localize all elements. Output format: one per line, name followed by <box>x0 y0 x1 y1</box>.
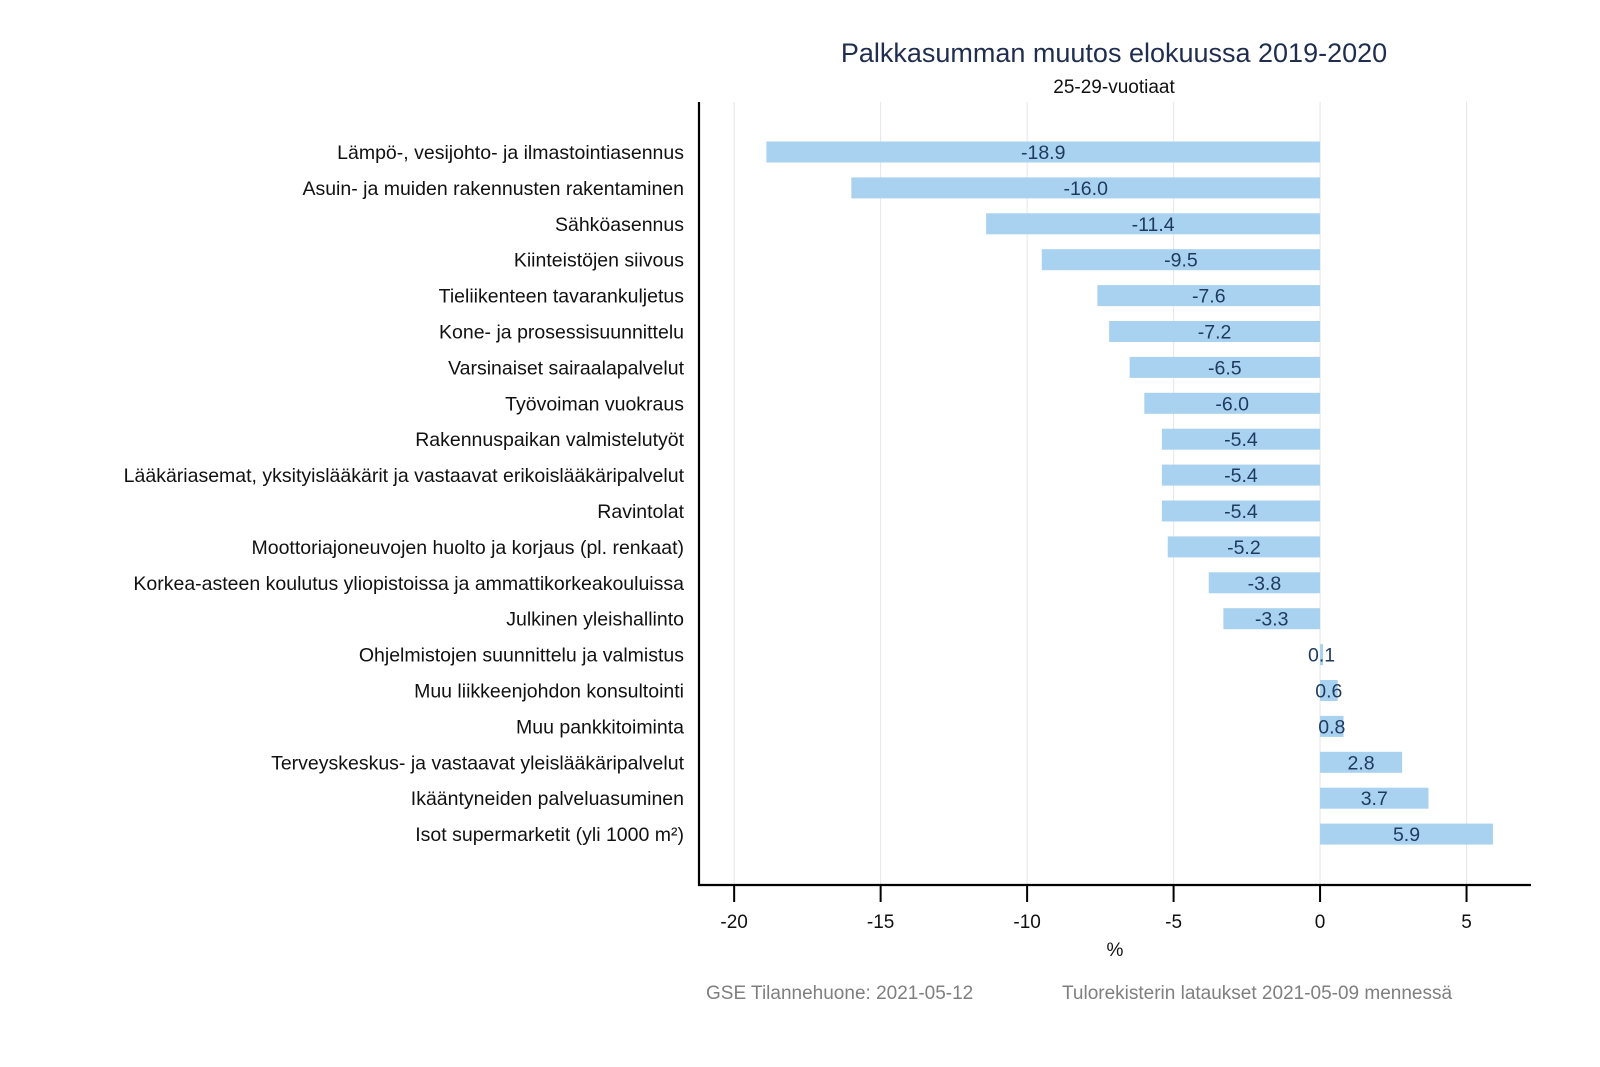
bar <box>1097 285 1321 307</box>
bar <box>1161 428 1321 450</box>
footer-source: GSE Tilannehuone: 2021-05-12 <box>706 983 973 1004</box>
bar <box>1320 823 1493 845</box>
bar <box>1109 321 1321 342</box>
bar <box>766 141 1321 163</box>
footer-note: Tulorekisterin lataukset 2021-05-09 menn… <box>1062 983 1452 1004</box>
bar <box>986 213 1321 235</box>
data-label: -16.0 <box>1063 178 1108 200</box>
data-label: -11.4 <box>1132 214 1175 236</box>
category-labels: Lämpö-, vesijohto- ja ilmastointiasennus… <box>124 142 685 846</box>
x-tick-label: -5 <box>1165 912 1182 933</box>
x-tick-label: -15 <box>867 912 894 933</box>
data-label: -5.4 <box>1224 465 1258 487</box>
data-label: -9.5 <box>1164 250 1198 272</box>
bar <box>1144 392 1321 414</box>
x-tick-label: 0 <box>1315 912 1326 933</box>
bars <box>766 141 1493 845</box>
bar <box>1167 536 1321 558</box>
category-label: Ravintolat <box>597 501 684 523</box>
category-label: Työvoiman vuokraus <box>505 393 684 415</box>
x-axis-ticks: -20 -15 -10 -5 0 5 <box>720 885 1472 933</box>
data-label: -3.8 <box>1248 573 1282 595</box>
bar <box>1161 464 1321 486</box>
category-label: Ohjelmistojen suunnittelu ja valmistus <box>359 645 684 667</box>
data-label: -6.5 <box>1208 357 1242 379</box>
x-tick-label: 5 <box>1461 912 1472 933</box>
bar <box>1129 356 1321 378</box>
category-label: Lämpö-, vesijohto- ja ilmastointiasennus <box>337 142 684 164</box>
category-label: Julkinen yleishallinto <box>506 609 684 631</box>
data-labels: -18.9 -16.0 -11.4 -9.5 -7.6 -7.2 -6.5 -6.0 -5.4 -… <box>1021 142 1420 846</box>
bar <box>1320 715 1344 737</box>
chart-subtitle: 25-29-vuotiaat <box>1053 77 1175 98</box>
data-label: 0.6 <box>1315 681 1342 703</box>
data-label: -7.2 <box>1198 322 1232 344</box>
data-label: -6.0 <box>1215 393 1249 415</box>
data-label: -18.9 <box>1021 142 1065 164</box>
category-label: Lääkäriasemat, yksityislääkärit ja vasta… <box>124 465 685 487</box>
category-label: Kiinteistöjen siivous <box>514 250 684 272</box>
category-label: Ikääntyneiden palveluasuminen <box>411 788 684 810</box>
category-label: Isot supermarketit (yli 1000 m²) <box>415 824 684 846</box>
category-label: Moottoriajoneuvojen huolto ja korjaus (p… <box>252 537 685 559</box>
category-label: Tieliikenteen tavarankuljetus <box>439 286 685 308</box>
data-label: -3.3 <box>1255 609 1289 631</box>
x-tick-label: -10 <box>1013 912 1040 933</box>
category-label: Rakennuspaikan valmistelutyöt <box>415 429 684 451</box>
bar <box>1320 644 1323 666</box>
data-label: 5.9 <box>1393 824 1420 846</box>
bar <box>1208 572 1321 594</box>
bar <box>851 177 1321 199</box>
bar <box>1320 751 1403 773</box>
category-label: Varsinaiset sairaalapalvelut <box>448 357 685 379</box>
x-axis-label: % <box>1107 940 1124 961</box>
category-label: Sähköasennus <box>555 214 684 236</box>
data-label: -5.4 <box>1224 501 1258 523</box>
bar <box>1320 787 1429 809</box>
data-label: -5.4 <box>1224 429 1258 451</box>
bar <box>1161 500 1321 522</box>
category-label: Kone- ja prosessisuunnittelu <box>439 322 684 344</box>
data-label: 0.8 <box>1318 716 1345 738</box>
category-label: Korkea-asteen koulutus yliopistoissa ja … <box>133 573 684 595</box>
bar <box>1223 608 1321 630</box>
chart-title: Palkkasumman muutos elokuussa 2019-2020 <box>841 38 1387 68</box>
bar <box>1041 249 1321 271</box>
x-tick-label: -20 <box>720 912 747 933</box>
category-label: Asuin- ja muiden rakennusten rakentamine… <box>302 178 684 200</box>
data-label: -7.6 <box>1192 286 1226 308</box>
category-label: Muu liikkeenjohdon konsultointi <box>414 681 684 703</box>
category-label: Terveyskeskus- ja vastaavat yleislääkäri… <box>271 752 685 774</box>
data-label: -5.2 <box>1227 537 1261 559</box>
data-label: 3.7 <box>1361 788 1388 810</box>
data-label: 2.8 <box>1348 752 1375 774</box>
bar <box>1320 680 1338 701</box>
category-label: Muu pankkitoiminta <box>516 716 684 738</box>
data-label: 0.1 <box>1308 645 1335 667</box>
